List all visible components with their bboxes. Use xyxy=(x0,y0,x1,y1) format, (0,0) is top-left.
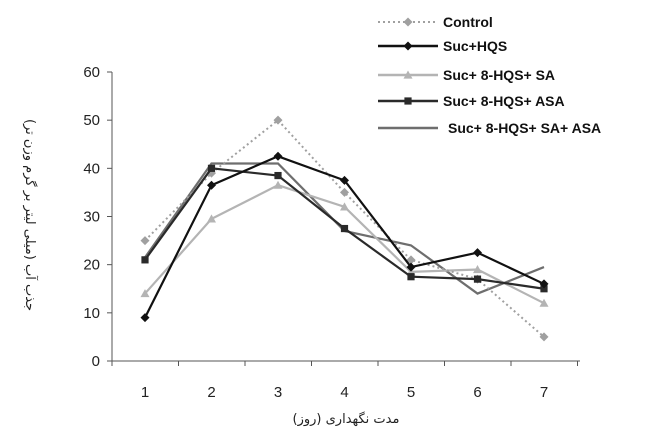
data-point xyxy=(140,289,150,298)
data-point xyxy=(539,298,549,307)
legend-swatch-marker xyxy=(403,70,413,79)
data-point xyxy=(473,275,482,283)
data-point xyxy=(340,224,349,233)
y-axis-ticks: 0 10 20 30 40 50 60 xyxy=(83,64,112,370)
data-point xyxy=(273,115,283,125)
legend-item: Suc+HQS xyxy=(378,38,507,54)
data-point xyxy=(407,273,415,281)
y-tick-label: 30 xyxy=(83,209,100,226)
x-tick-label: 5 xyxy=(407,384,415,401)
data-point xyxy=(406,255,416,265)
axes xyxy=(111,72,580,362)
data-point xyxy=(473,264,482,274)
data-point xyxy=(273,180,283,189)
data-point xyxy=(539,279,549,289)
data-point xyxy=(340,202,349,211)
y-tick-label: 40 xyxy=(83,160,100,177)
data-point xyxy=(140,313,150,323)
legend-label: Suc+ 8-HQS+ SA xyxy=(443,67,555,83)
y-tick-label: 0 xyxy=(92,353,100,370)
x-tick-label: 1 xyxy=(141,384,149,401)
legend-swatch-marker xyxy=(403,41,413,51)
x-tick-label: 6 xyxy=(473,384,481,401)
y-axis-title: جذب آب (میلی لیتر بر گرم وزن تر) xyxy=(22,119,39,311)
series-layer xyxy=(140,115,549,342)
legend-item: Control xyxy=(378,14,493,30)
data-point xyxy=(207,180,216,190)
data-point xyxy=(207,214,216,223)
x-tick-label: 3 xyxy=(274,384,282,401)
data-point xyxy=(340,175,349,185)
data-point xyxy=(140,236,150,246)
legend-item: Suc+ 8-HQS+ SA xyxy=(378,67,555,83)
data-point xyxy=(473,248,482,258)
y-tick-label: 20 xyxy=(83,257,100,274)
y-tick-label: 60 xyxy=(83,64,100,81)
data-point xyxy=(207,164,216,172)
x-tick-label: 7 xyxy=(540,384,548,401)
data-point xyxy=(539,332,549,342)
y-tick-label: 50 xyxy=(83,112,100,129)
y-tick-label: 10 xyxy=(83,305,100,322)
data-point xyxy=(340,187,349,197)
data-point xyxy=(540,285,548,293)
legend-swatch-marker xyxy=(403,17,413,27)
legend: Control Suc+HQS Suc+ 8-HQS+ SA Suc+ 8-HQS+ … xyxy=(378,14,601,136)
x-axis-title: مدت نگهداری (روز) xyxy=(293,411,400,427)
data-point xyxy=(273,151,283,161)
series-1 xyxy=(140,151,549,323)
legend-label: Suc+HQS xyxy=(443,38,507,54)
x-tick-label: 4 xyxy=(340,384,348,401)
legend-label: Control xyxy=(443,14,493,30)
x-tick-label: 2 xyxy=(207,384,215,401)
legend-swatch-marker xyxy=(404,97,412,105)
series-3 xyxy=(141,164,548,293)
x-axis-ticks: 1 2 3 4 5 6 7 xyxy=(111,361,578,401)
legend-item: Suc+ 8-HQS+ SA+ ASA xyxy=(378,120,601,136)
data-point xyxy=(141,256,149,264)
data-point xyxy=(406,262,416,272)
legend-label: Suc+ 8-HQS+ ASA xyxy=(443,93,565,109)
legend-item: Suc+ 8-HQS+ ASA xyxy=(378,93,565,109)
legend-label: Suc+ 8-HQS+ SA+ ASA xyxy=(448,120,601,136)
data-point xyxy=(274,171,282,180)
